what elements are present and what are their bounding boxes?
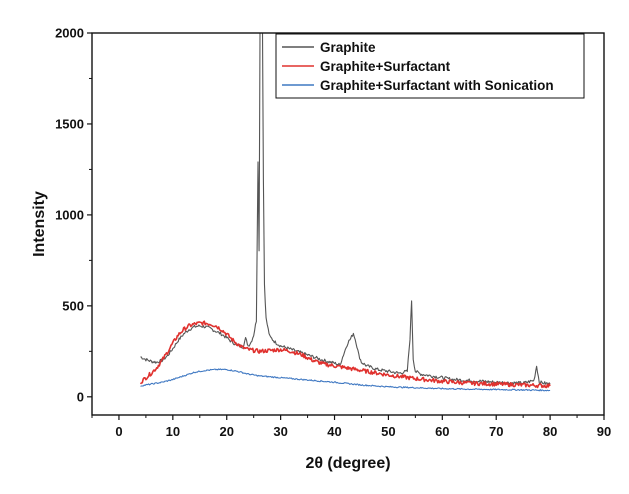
series-line-1 (140, 33, 551, 385)
x-tick-label: 60 (435, 424, 449, 439)
y-tick-label: 500 (62, 298, 84, 313)
x-tick-label: 40 (327, 424, 341, 439)
x-axis-title: 2θ (degree) (305, 455, 390, 472)
series-line-3 (140, 368, 551, 392)
legend-box (275, 33, 585, 99)
y-tick-label: 0 (77, 389, 84, 404)
legend-label-2: Graphite+Surfactant (320, 59, 451, 74)
x-tick-label: 20 (220, 424, 234, 439)
x-tick-label: 0 (115, 424, 122, 439)
y-axis-title: Intensity (31, 191, 48, 257)
legend: Graphite Graphite+Surfactant Graphite+Surf… (275, 33, 585, 99)
series-layer (139, 33, 551, 392)
x-tick-label: 50 (381, 424, 395, 439)
y-tick-label: 2000 (55, 26, 84, 41)
series-line-2 (139, 320, 551, 389)
x-tick-label: 70 (489, 424, 503, 439)
x-tick-label: 10 (166, 424, 180, 439)
x-tick-label: 30 (273, 424, 287, 439)
x-tick-label: 80 (543, 424, 557, 439)
x-axis: 0 10 20 30 40 50 60 70 80 90 (91, 415, 611, 439)
x-tick-label: 90 (597, 424, 611, 439)
legend-label-1: Graphite (320, 40, 376, 55)
y-axis: 0 500 1000 1500 2000 (55, 26, 92, 404)
legend-label-3: Graphite+Surfactant with Sonication (320, 78, 554, 93)
y-tick-label: 1000 (55, 207, 84, 222)
y-tick-label: 1500 (55, 116, 84, 131)
plot-frame (91, 32, 605, 416)
